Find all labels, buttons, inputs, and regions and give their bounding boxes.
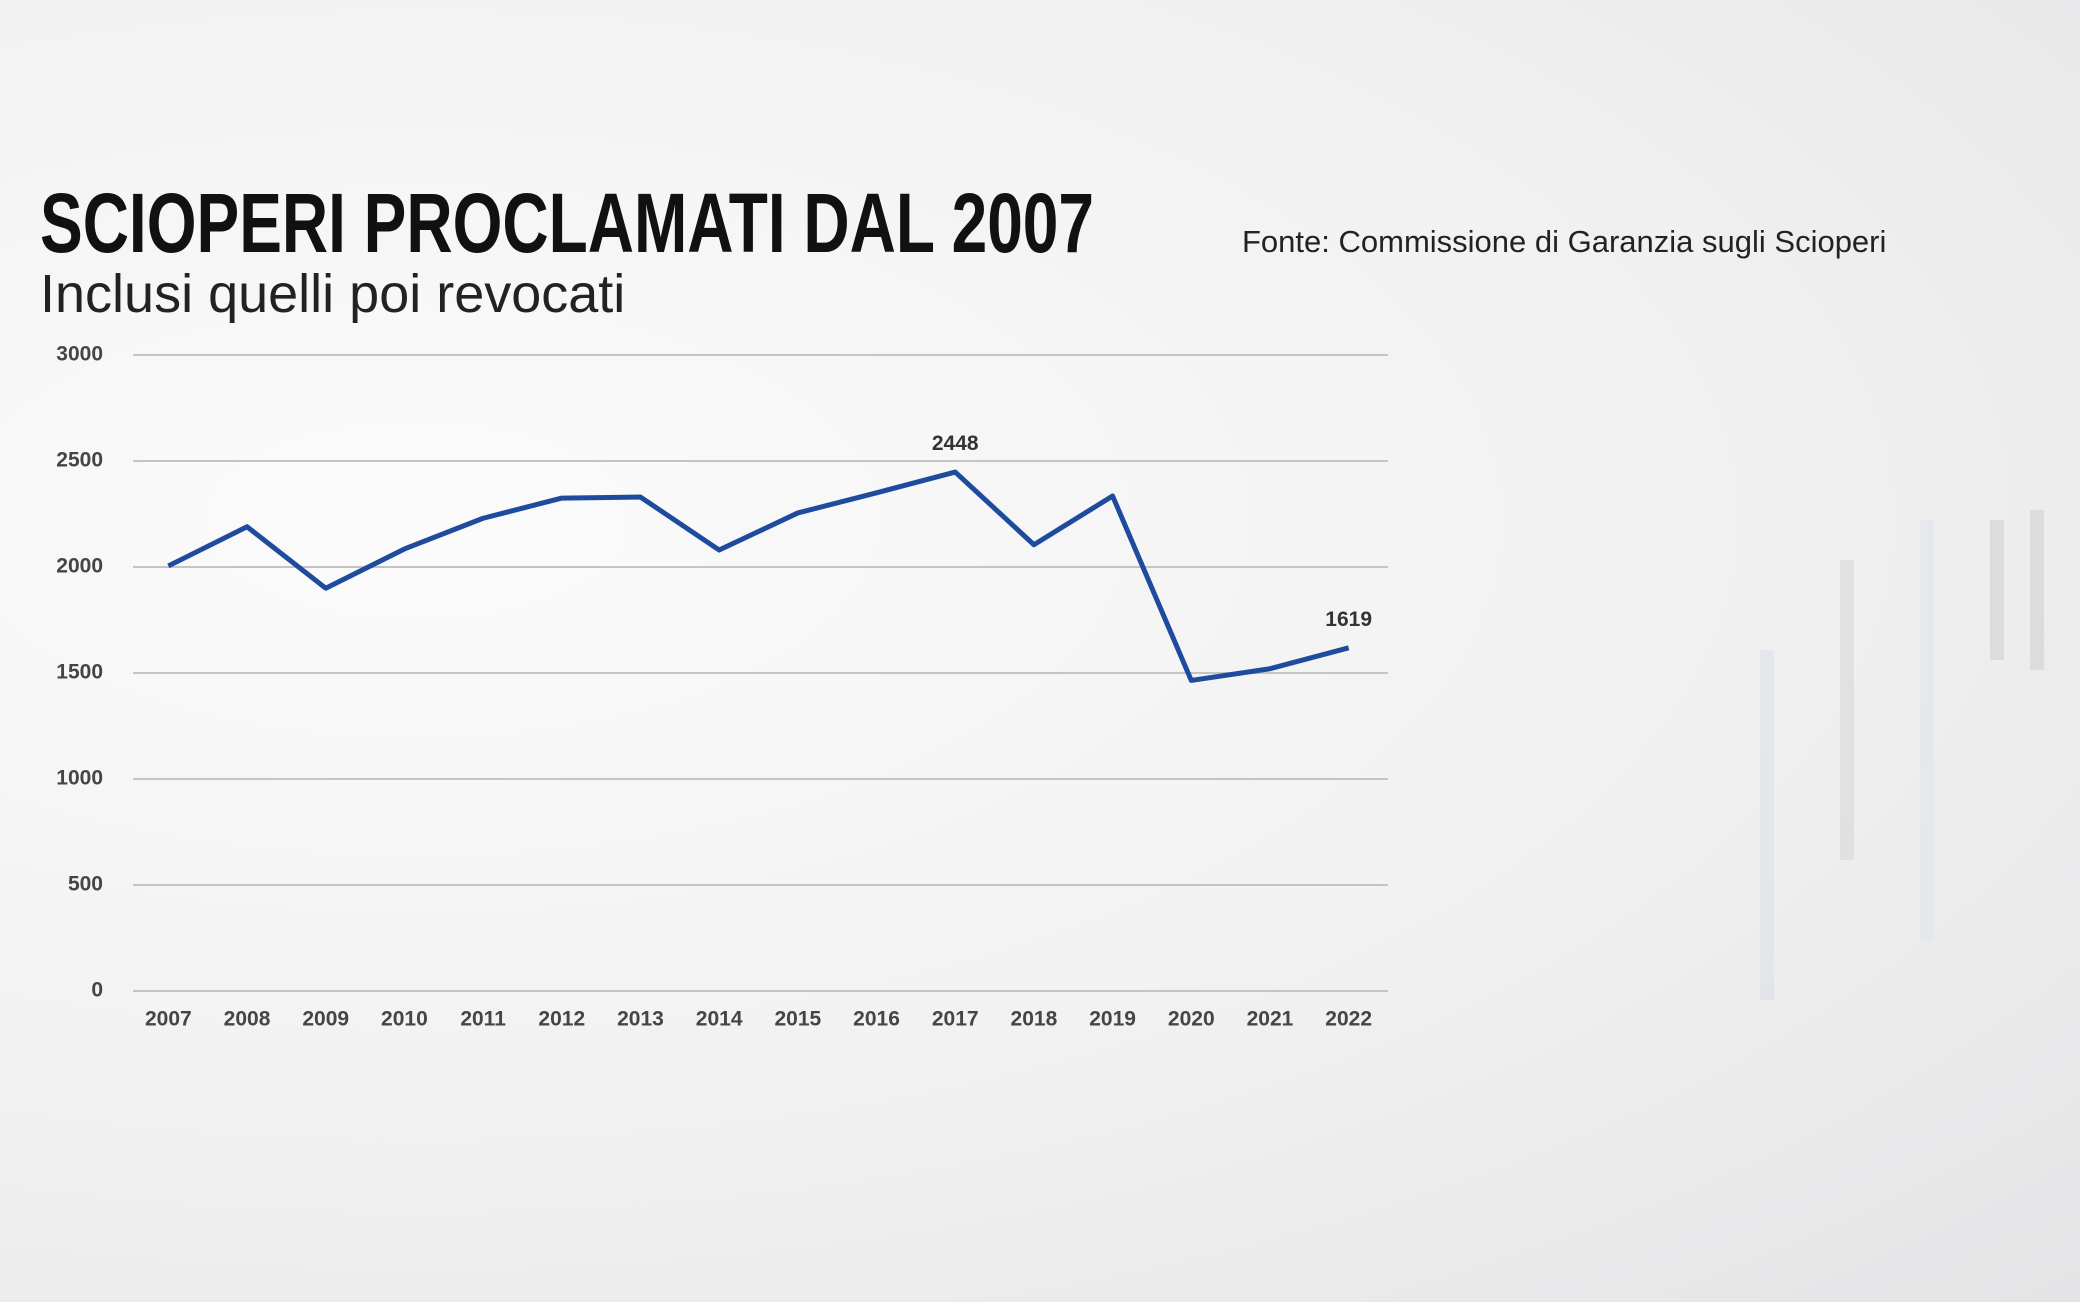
x-tick-label: 2012	[538, 1008, 585, 1031]
x-tick-label: 2017	[932, 1008, 979, 1031]
chart-title: SCIOPERI PROCLAMATI DAL 2007	[40, 176, 1094, 270]
x-tick-label: 2018	[1011, 1008, 1058, 1031]
x-tick-label: 2010	[381, 1008, 428, 1031]
chart-subtitle: Inclusi quelli poi revocati	[40, 264, 625, 324]
value-label: 2448	[932, 432, 979, 455]
x-tick-label: 2011	[460, 1008, 506, 1031]
source-note: Fonte: Commissione di Garanzia sugli Sci…	[1242, 224, 1886, 259]
decor	[1760, 510, 2044, 1000]
x-tick-label: 2007	[145, 1008, 192, 1031]
x-tick-label: 2009	[302, 1008, 349, 1031]
x-tick-label: 2019	[1089, 1008, 1136, 1031]
y-tick-label: 2500	[56, 449, 103, 472]
x-tick-label: 2014	[696, 1008, 743, 1031]
y-tick-label: 2000	[56, 555, 103, 578]
y-tick-label: 1000	[56, 767, 103, 790]
y-tick-label: 500	[68, 873, 103, 896]
value-label: 1619	[1325, 608, 1372, 631]
y-tick-label: 1500	[56, 661, 103, 684]
x-tick-label: 2015	[774, 1008, 821, 1031]
x-tick-label: 2020	[1168, 1008, 1215, 1031]
y-tick-label: 3000	[56, 343, 103, 366]
x-tick-label: 2021	[1247, 1008, 1294, 1031]
line	[167, 469, 1350, 683]
x-tick-label: 2022	[1325, 1008, 1372, 1031]
x-tick-label: 2008	[224, 1008, 271, 1031]
x-tick-label: 2016	[853, 1008, 900, 1031]
x-tick-label: 2013	[617, 1008, 664, 1031]
y-tick-label: 0	[91, 979, 103, 1002]
